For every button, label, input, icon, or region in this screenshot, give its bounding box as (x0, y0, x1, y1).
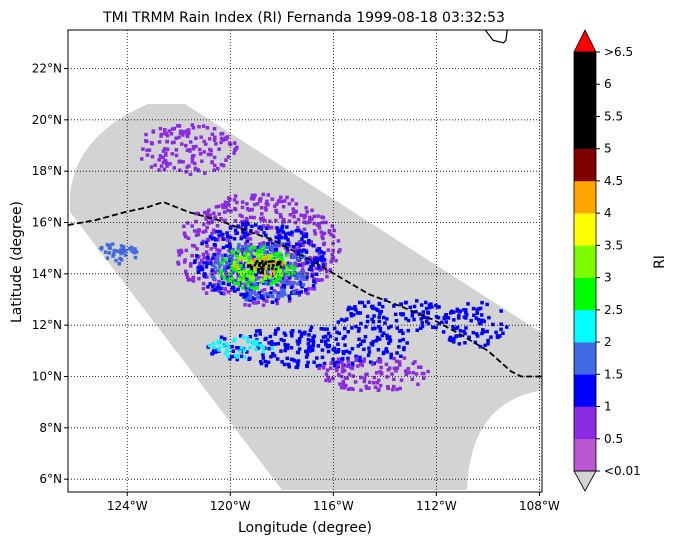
colorbar-tick-label: 1 (604, 400, 612, 414)
colorbar-bin (574, 342, 596, 375)
colorbar: <0.01 0.5 1 1.5 2 2.5 3 3.5 4 4.5 5 5.5 6 >6.5 (573, 29, 641, 492)
rain-index-field (95, 123, 509, 393)
colorbar-bin (574, 52, 596, 85)
colorbar-tick-label: 3 (604, 271, 612, 285)
rain-cell-13 (317, 356, 430, 393)
x-tick-label: 108°W (519, 499, 560, 513)
colorbar-bin (574, 148, 596, 182)
y-tick-label: 6°N (39, 472, 62, 486)
plot-frame (67, 29, 543, 493)
colorbar-bin (574, 213, 596, 246)
colorbar-bin (574, 245, 596, 278)
colorbar-bin (574, 374, 596, 407)
colorbar-tick-label: 1.5 (604, 367, 623, 381)
colorbar-bin (574, 438, 596, 472)
colorbar-tick-label: 4.5 (604, 174, 623, 188)
colorbar-bin (574, 277, 596, 311)
y-tick-label: 20°N (32, 113, 62, 127)
colorbar-tick-label: 2.5 (604, 303, 623, 317)
x-tick-label: 124°W (107, 499, 148, 513)
y-tick-label: 14°N (32, 267, 62, 281)
y-tick-label: 10°N (32, 370, 62, 384)
coastline (484, 30, 508, 44)
rain-cell-8 (247, 260, 283, 275)
rain-cell-10 (207, 335, 274, 360)
colorbar-under-arrow (573, 470, 597, 492)
y-axis-label: Latitude (degree) (9, 201, 25, 323)
colorbar-bin (574, 309, 596, 343)
satellite-swath (69, 104, 542, 490)
rain-cell-12 (441, 300, 509, 349)
x-axis-label: Longitude (degree) (238, 520, 372, 536)
x-tick-label: 116°W (313, 499, 354, 513)
rain-cell-0 (140, 123, 239, 177)
y-axis-ticks: 6°N 8°N 10°N 12°N 14°N 16°N 18°N 20°N 22°N (32, 62, 68, 486)
y-tick-label: 12°N (32, 318, 62, 332)
y-tick-label: 18°N (32, 164, 62, 178)
colorbar-tick-label: 2 (604, 335, 612, 349)
colorbar-bin (574, 116, 596, 149)
rain-cell-7 (235, 255, 285, 278)
map-plot-area: 124°W 120°W 116°W 112°W 108°W 6°N 8°N 10°N 12°N… (32, 29, 560, 513)
storm-track-line (68, 201, 542, 378)
x-axis-ticks: 124°W 120°W 116°W 112°W 108°W (107, 492, 560, 513)
colorbar-tick-label: <0.01 (604, 464, 641, 478)
rain-cell-11 (336, 298, 449, 336)
colorbar-tick-label: 5 (604, 142, 612, 156)
y-tick-label: 22°N (32, 62, 62, 76)
colorbar-over-arrow (573, 29, 597, 53)
x-tick-label: 112°W (416, 499, 457, 513)
colorbar-tick-label: 0.5 (604, 432, 623, 446)
colorbar-tick-label: 6 (604, 77, 612, 91)
chart-title: TMI TRMM Rain Index (RI) Fernanda 1999-0… (102, 10, 505, 26)
colorbar-bin (574, 84, 596, 117)
y-tick-label: 8°N (39, 421, 62, 435)
colorbar-label: RI (652, 255, 668, 269)
colorbar-tick-label: 3.5 (604, 238, 623, 252)
grid-lines (68, 30, 542, 492)
x-tick-label: 120°W (210, 499, 251, 513)
y-tick-label: 16°N (32, 216, 62, 230)
colorbar-tick-label: 5.5 (604, 109, 623, 123)
colorbar-bin (574, 180, 596, 214)
colorbar-tick-label: >6.5 (604, 45, 633, 59)
colorbar-tick-label: 4 (604, 206, 612, 220)
colorbar-bin (574, 406, 596, 440)
